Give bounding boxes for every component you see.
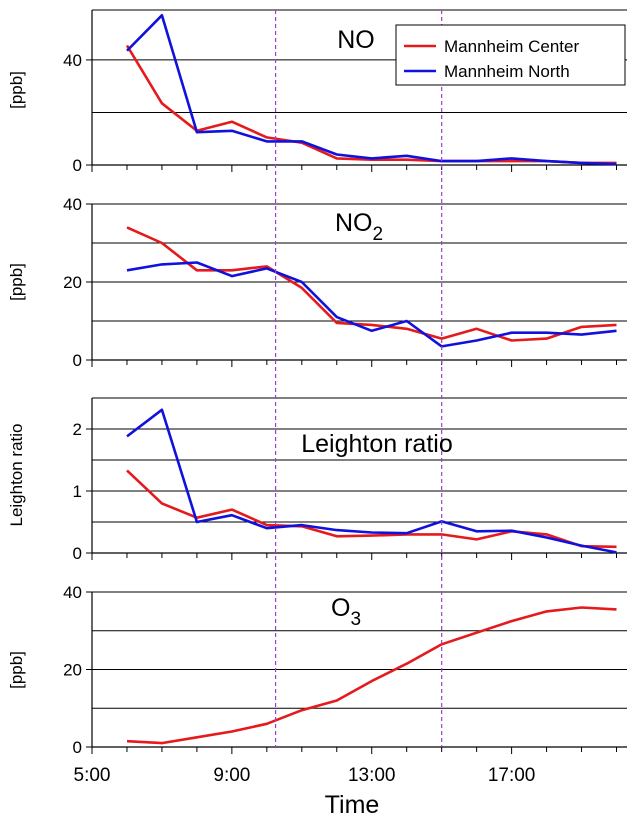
legend-box xyxy=(395,24,626,86)
x-tick-label: 17:00 xyxy=(488,765,536,786)
panel-3-series-north xyxy=(126,408,617,554)
panel-3: 0 1 2 xyxy=(73,397,627,563)
panel-3-y-tick-label: 1 xyxy=(73,482,82,501)
panel-1-ylabel: [ppb] xyxy=(7,71,26,109)
panel-3-ylabel: Leighton ratio xyxy=(7,423,26,526)
panel-2-series-north xyxy=(126,261,617,348)
panel-1-series-north xyxy=(126,14,617,166)
panel-1-title: NO xyxy=(337,26,375,54)
panel-3-series-center xyxy=(126,469,617,549)
legend: Mannheim Center Mannheim North xyxy=(395,24,626,86)
panel-4: 0 20 40 xyxy=(63,583,627,757)
panel-2-ylabel: [ppb] xyxy=(7,263,26,301)
panel-2-y-tick-label: 20 xyxy=(63,273,82,292)
panel-4-title-sub: 3 xyxy=(350,609,361,630)
x-tick-label: 9:00 xyxy=(213,765,250,786)
panel-2-title-sub: 2 xyxy=(373,224,384,245)
panel-2-title: NO2 xyxy=(335,209,383,245)
panel-4-series-center xyxy=(126,606,617,745)
panel-4-title-main: O xyxy=(331,594,350,622)
x-tick-label: 5:00 xyxy=(74,765,111,786)
panel-4-y-tick-label: 20 xyxy=(63,661,82,680)
legend-label-center: Mannheim Center xyxy=(444,37,579,56)
legend-label-north: Mannheim North xyxy=(444,62,570,81)
panel-2-series-center xyxy=(126,226,617,342)
vertical-marker-lines xyxy=(274,10,443,747)
panel-4-y-tick-label: 0 xyxy=(73,738,82,757)
panel-1-y-tick-label: 0 xyxy=(73,156,82,175)
panel-2-title-main: NO xyxy=(335,209,373,237)
panel-4-title: O3 xyxy=(331,594,361,630)
panel-3-y-tick-label: 0 xyxy=(73,544,82,563)
panel-4-y-tick-label: 40 xyxy=(63,583,82,602)
panel-3-title: Leighton ratio xyxy=(301,430,453,458)
panel-1: 0 40 xyxy=(63,9,627,175)
x-axis-label: Time xyxy=(325,791,380,819)
x-tick-label: 13:00 xyxy=(348,765,396,786)
x-axis: 5:00 9:00 13:00 17:00 xyxy=(74,765,536,786)
panel-3-y-tick-label: 2 xyxy=(73,420,82,439)
panel-2: 0 20 40 xyxy=(63,195,627,370)
panel-2-y-tick-label: 0 xyxy=(73,351,82,370)
panel-2-y-tick-label: 40 xyxy=(63,195,82,214)
panel-1-y-tick-label: 40 xyxy=(63,51,82,70)
panel-4-ylabel: [ppb] xyxy=(7,651,26,689)
